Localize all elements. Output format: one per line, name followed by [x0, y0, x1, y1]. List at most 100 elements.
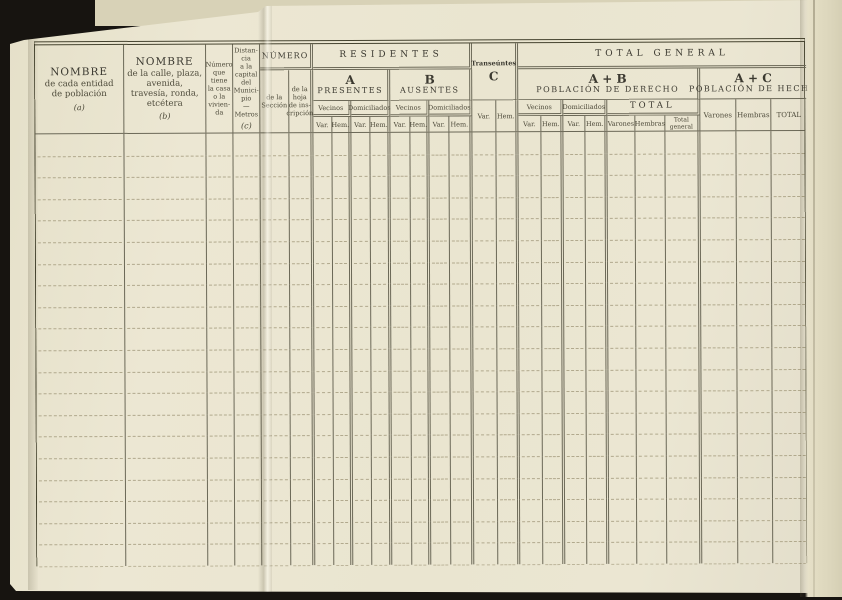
empty-cell — [541, 196, 564, 219]
empty-cell — [518, 153, 542, 176]
empty-cell — [371, 456, 392, 479]
empty-cell — [449, 240, 473, 263]
empty-cell — [370, 262, 392, 285]
empty-cell — [587, 542, 610, 564]
empty-cell — [429, 197, 450, 219]
empty-cell — [585, 218, 608, 240]
census-form-page: NOMBRE de cada entidad de población (a) … — [10, 0, 816, 593]
empty-cell — [124, 198, 207, 221]
empty-cell — [233, 176, 261, 199]
page-fold-crease — [258, 0, 272, 593]
empty-cell — [37, 501, 127, 524]
empty-cell — [207, 414, 235, 436]
empty-cell — [585, 131, 608, 154]
empty-cell — [233, 241, 261, 264]
empty-cell — [36, 414, 126, 437]
empty-cell — [737, 325, 773, 348]
empty-cell — [519, 326, 543, 349]
empty-cell — [352, 284, 372, 306]
empty-cell — [450, 434, 474, 457]
empty-cell — [125, 306, 208, 329]
empty-cell — [124, 155, 207, 178]
empty-cell — [332, 197, 352, 220]
empty-cell — [636, 325, 667, 348]
empty-cell — [564, 347, 587, 370]
empty-cell — [314, 327, 334, 350]
empty-cell — [635, 131, 666, 154]
empty-cell — [519, 477, 544, 500]
empty-cell — [314, 305, 334, 328]
empty-cell — [701, 282, 738, 305]
empty-cell — [371, 327, 392, 349]
right-page-stack-edge — [800, 0, 842, 597]
empty-cell — [391, 435, 412, 457]
empty-cell — [36, 436, 126, 459]
empty-cell — [352, 478, 373, 501]
empty-cell — [313, 133, 333, 155]
empty-cell — [700, 174, 737, 197]
empty-cell — [371, 283, 392, 306]
empty-cell — [496, 153, 519, 176]
empty-cell — [700, 196, 737, 218]
empty-cell — [701, 368, 738, 391]
subheader-total: TOTAL — [607, 99, 701, 116]
empty-cell — [636, 282, 667, 305]
empty-cell — [290, 435, 315, 458]
empty-cell — [635, 261, 667, 283]
empty-cell — [430, 370, 451, 392]
empty-cell — [636, 477, 668, 499]
empty-cell — [701, 304, 738, 326]
empty-cell — [518, 196, 542, 219]
empty-cell — [474, 499, 499, 522]
subheader-domiciliados: Domiciliados — [428, 100, 473, 117]
empty-cell — [542, 283, 565, 305]
empty-cell — [35, 177, 125, 200]
empty-cell — [497, 477, 521, 500]
empty-cell — [353, 521, 373, 544]
empty-cell — [542, 326, 565, 349]
empty-cell — [738, 498, 774, 520]
column-header-var: Var. — [429, 116, 450, 132]
empty-cell — [36, 393, 126, 416]
empty-cell — [497, 391, 520, 414]
empty-cell — [313, 262, 334, 285]
empty-cell — [497, 456, 520, 478]
empty-cell — [430, 348, 451, 371]
empty-cell — [473, 477, 499, 500]
empty-cell — [450, 413, 474, 435]
empty-cell — [390, 240, 411, 263]
census-table: NOMBRE de cada entidad de población (a) … — [34, 37, 816, 567]
empty-cell — [497, 304, 520, 327]
empty-cell — [666, 390, 702, 413]
empty-cell — [35, 133, 125, 156]
empty-cell — [564, 326, 587, 348]
empty-cell — [411, 370, 431, 392]
empty-cell — [351, 154, 371, 177]
empty-cell — [701, 347, 738, 369]
empty-cell — [585, 239, 608, 262]
empty-cell — [233, 154, 261, 177]
empty-cell — [412, 499, 432, 522]
empty-cell — [519, 412, 543, 435]
empty-cell — [289, 241, 314, 263]
empty-cell — [208, 500, 236, 523]
empty-cell — [586, 434, 609, 456]
header-title: NOMBRE — [50, 66, 109, 79]
empty-cell — [609, 498, 638, 521]
empty-cell — [473, 434, 498, 457]
empty-cell — [665, 153, 701, 175]
empty-cell — [392, 542, 413, 565]
column-header-entidad: NOMBRE de cada entidad de población (a) — [35, 44, 125, 134]
empty-cell — [430, 326, 451, 349]
empty-cell — [607, 218, 636, 240]
empty-cell — [430, 434, 451, 457]
empty-cell — [410, 218, 430, 241]
empty-cell — [390, 197, 411, 220]
empty-cell — [585, 153, 608, 176]
empty-cell — [736, 260, 773, 283]
empty-cell — [607, 196, 636, 219]
empty-cell — [700, 217, 737, 240]
empty-cell — [542, 347, 565, 370]
empty-cell — [586, 390, 609, 413]
empty-cell — [496, 240, 519, 262]
